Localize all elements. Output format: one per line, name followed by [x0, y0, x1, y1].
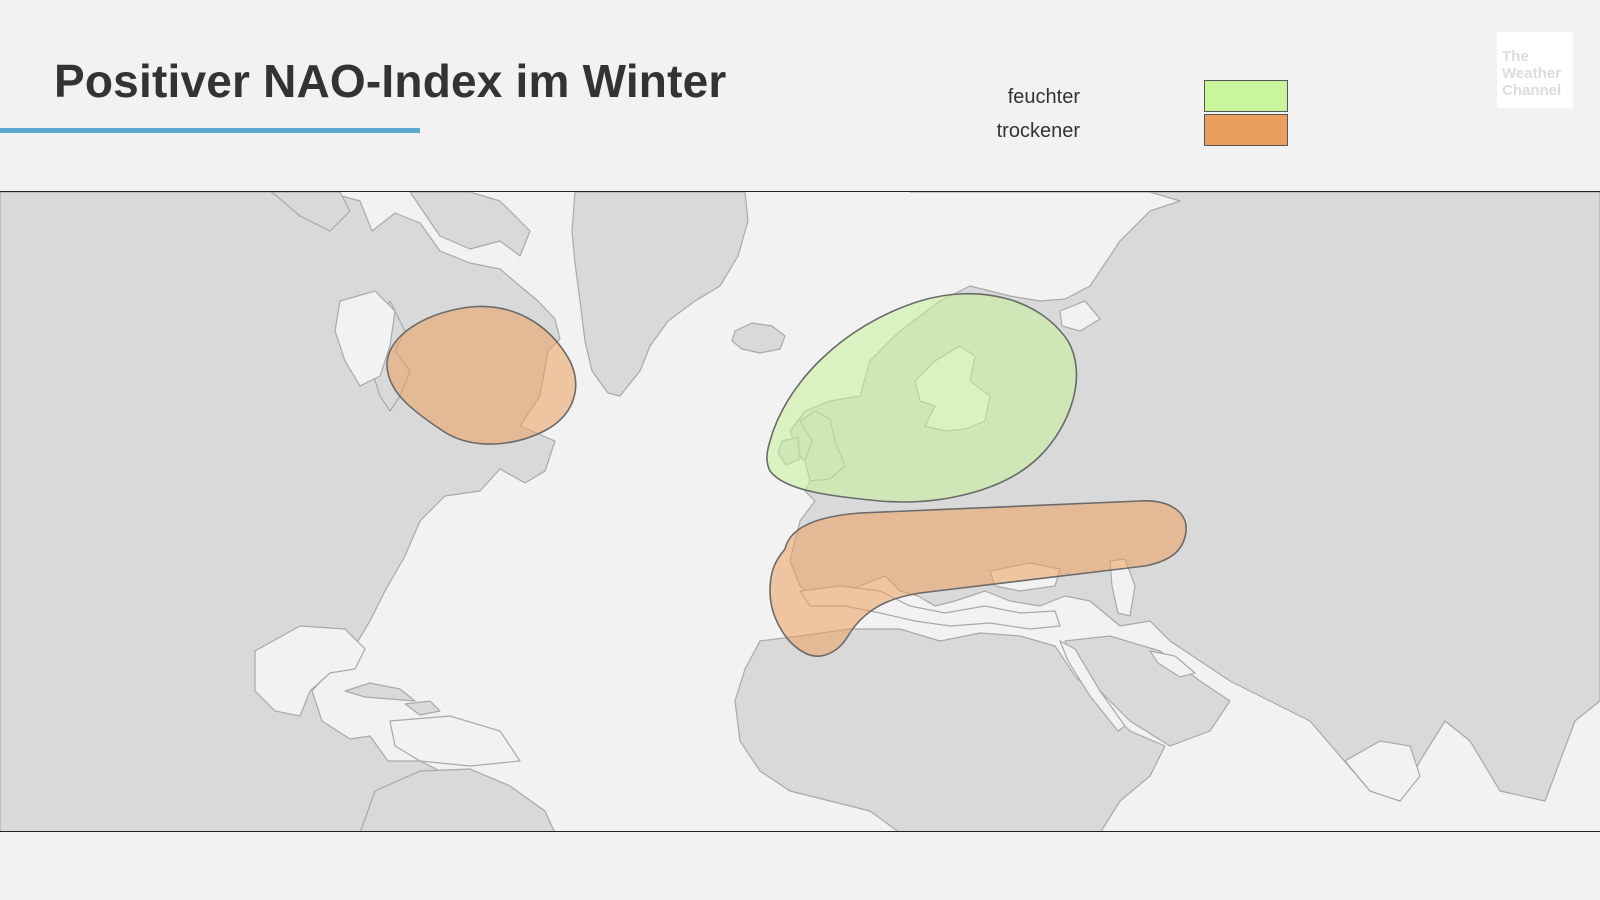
- logo-line-3: Channel: [1502, 82, 1562, 99]
- cuba-land: [344, 682, 416, 702]
- white-sea: [1059, 300, 1101, 332]
- greenland-land: [571, 192, 749, 397]
- anomaly-regions: [386, 292, 1187, 657]
- iceland-land: [731, 322, 786, 354]
- red-sea: [1058, 639, 1126, 732]
- title-underline: [0, 128, 420, 133]
- logo-line-2: Weather: [1502, 65, 1561, 82]
- region-mediterranean-drier: [769, 500, 1187, 657]
- region-northern-europe-wetter: [766, 292, 1078, 503]
- persian-gulf: [1148, 650, 1197, 678]
- hispaniola-land: [404, 700, 441, 716]
- legend-label-drier: trockener: [996, 120, 1080, 142]
- bay-of-bengal: [1344, 740, 1421, 802]
- map: [0, 191, 1600, 832]
- caribbean-sea: [389, 715, 522, 767]
- landmasses: [0, 192, 1600, 831]
- region-eastern-north-america-drier: [386, 305, 577, 445]
- africa-land: [734, 628, 1166, 831]
- gulf-of-mexico: [254, 625, 366, 717]
- legend-swatch-drier: [1204, 114, 1288, 146]
- hudson-bay: [334, 290, 396, 387]
- weather-channel-logo: The Weather Channel: [1497, 32, 1573, 108]
- south-america-land: [360, 768, 555, 831]
- page-title: Positiver NAO-Index im Winter: [54, 55, 727, 107]
- map-svg: [0, 192, 1600, 831]
- legend-swatch-wetter: [1204, 80, 1288, 112]
- logo-line-1: The: [1502, 48, 1529, 65]
- arctic-island-1: [271, 192, 351, 232]
- legend-label-wetter: feuchter: [1007, 86, 1080, 108]
- arctic-island-2: [409, 192, 531, 257]
